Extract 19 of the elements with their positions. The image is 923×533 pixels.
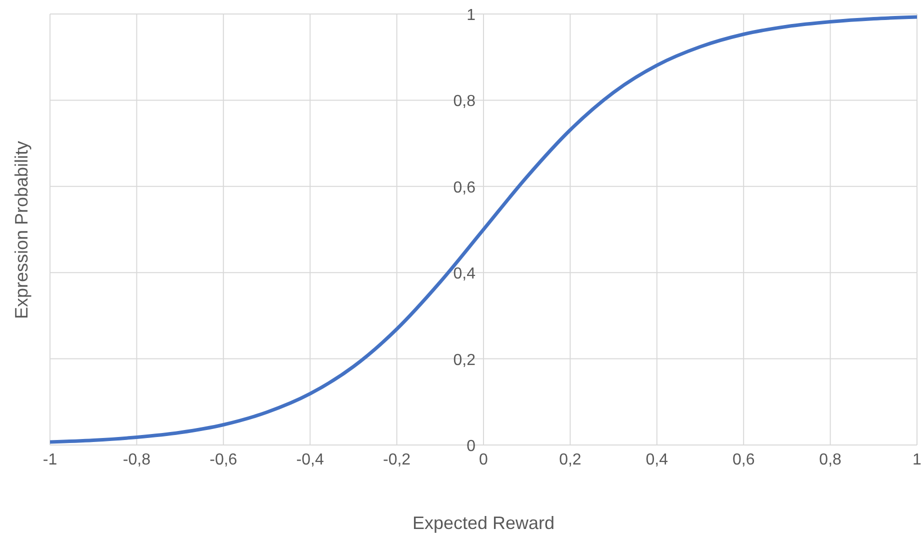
- y-axis-title: Expression Probability: [12, 140, 32, 319]
- x-tick-label: 0,6: [732, 451, 755, 468]
- x-tick-label: 1: [912, 451, 922, 468]
- x-tick-label: 0,4: [646, 451, 668, 468]
- x-tick-label: 0,2: [559, 451, 582, 468]
- x-tick-label: -0,6: [210, 451, 238, 468]
- x-tick-label: -0,2: [383, 451, 411, 468]
- x-tick-label: -1: [42, 451, 58, 468]
- y-tick-label: 0,8: [453, 93, 476, 110]
- y-tick-label: 0,2: [453, 352, 476, 369]
- x-tick-label: 0,8: [819, 451, 842, 468]
- x-tick-label: 0: [479, 451, 488, 468]
- x-tick-label: -0,4: [296, 451, 324, 468]
- y-tick-label: 0,4: [453, 266, 476, 283]
- y-tick-label: 1: [466, 7, 476, 24]
- x-tick-label: -0,8: [122, 451, 151, 468]
- y-tick-label: 0: [466, 438, 476, 455]
- y-tick-label: 0,6: [453, 179, 476, 196]
- x-axis-title: Expected Reward: [412, 513, 555, 533]
